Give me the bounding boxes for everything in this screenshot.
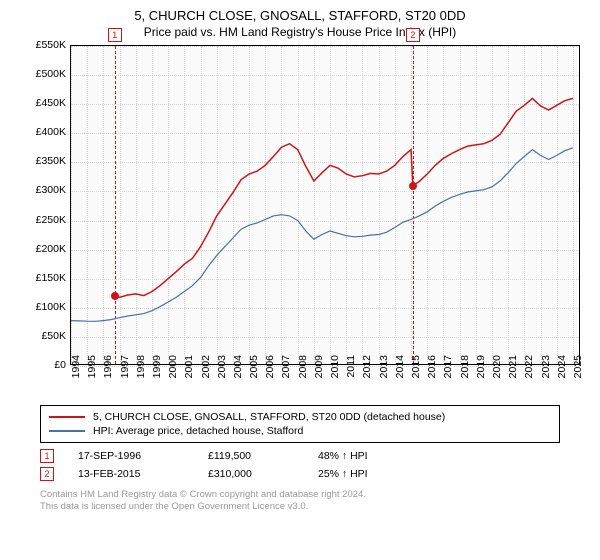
y-tick-label: £200K [22, 243, 66, 255]
y-tick-label: £50K [22, 330, 66, 342]
sales-table: 1 17-SEP-1996£119,50048% ↑ HPI 2 13-FEB-201… [40, 447, 560, 483]
y-tick-label: £300K [22, 184, 66, 196]
y-tick-label: £150K [22, 272, 66, 284]
chart-title: 5, CHURCH CLOSE, GNOSALL, STAFFORD, ST20… [14, 8, 586, 23]
sale-marker: 2 [40, 467, 54, 481]
sale-pct: 25% ↑ HPI [318, 468, 418, 480]
y-tick-label: £250K [22, 214, 66, 226]
sale-row: 1 17-SEP-1996£119,50048% ↑ HPI [40, 447, 560, 465]
chart-area: 12 £0 £50K £100K £150K £200K £250K £300K £350K £… [20, 45, 580, 395]
event-marker: 2 [406, 28, 420, 42]
legend-row: 5, CHURCH CLOSE, GNOSALL, STAFFORD, ST20… [49, 410, 551, 424]
legend-label: HPI: Average price, detached house, Staf… [93, 425, 303, 437]
series-svg [71, 46, 581, 366]
chart-container: 5, CHURCH CLOSE, GNOSALL, STAFFORD, ST20… [0, 0, 600, 560]
y-tick-label: £100K [22, 301, 66, 313]
footnote-line: This data is licensed under the Open Gov… [40, 501, 560, 513]
y-tick-label: £350K [22, 155, 66, 167]
y-tick-label: £550K [22, 39, 66, 51]
sale-row: 2 13-FEB-2015£310,00025% ↑ HPI [40, 465, 560, 483]
sale-dot [409, 182, 417, 190]
sale-date: 13-FEB-2015 [78, 468, 208, 480]
title-block: 5, CHURCH CLOSE, GNOSALL, STAFFORD, ST20… [14, 8, 586, 39]
sale-dot [111, 292, 119, 300]
footnote: Contains HM Land Registry data © Crown c… [40, 489, 560, 514]
y-tick-label: £400K [22, 126, 66, 138]
sale-pct: 48% ↑ HPI [318, 450, 418, 462]
sale-date: 17-SEP-1996 [78, 450, 208, 462]
y-tick-label: £500K [22, 68, 66, 80]
event-marker: 1 [108, 28, 122, 42]
legend-row: HPI: Average price, detached house, Staf… [49, 424, 551, 438]
legend-swatch [49, 430, 85, 432]
legend: 5, CHURCH CLOSE, GNOSALL, STAFFORD, ST20… [40, 405, 560, 443]
sale-marker: 1 [40, 449, 54, 463]
y-tick-label: £450K [22, 97, 66, 109]
footnote-line: Contains HM Land Registry data © Crown c… [40, 489, 560, 501]
chart-subtitle: Price paid vs. HM Land Registry's House … [14, 25, 586, 39]
legend-swatch [49, 416, 85, 418]
plot-area: 12 [70, 45, 580, 365]
x-tick-label: 2025 [572, 355, 598, 383]
sale-price: £310,000 [208, 468, 318, 480]
legend-label: 5, CHURCH CLOSE, GNOSALL, STAFFORD, ST20… [93, 411, 445, 423]
y-tick-label: £0 [22, 359, 66, 371]
sale-price: £119,500 [208, 450, 318, 462]
series-price_paid [115, 98, 573, 297]
